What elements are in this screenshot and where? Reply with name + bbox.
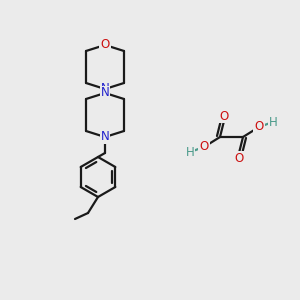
Text: N: N: [100, 86, 109, 100]
Text: H: H: [268, 116, 278, 128]
Text: O: O: [100, 38, 109, 52]
Text: O: O: [200, 140, 208, 154]
Text: O: O: [234, 152, 244, 164]
Text: O: O: [219, 110, 229, 122]
Text: O: O: [254, 121, 264, 134]
Text: H: H: [186, 146, 194, 158]
Text: N: N: [100, 82, 109, 95]
Text: N: N: [100, 130, 109, 143]
